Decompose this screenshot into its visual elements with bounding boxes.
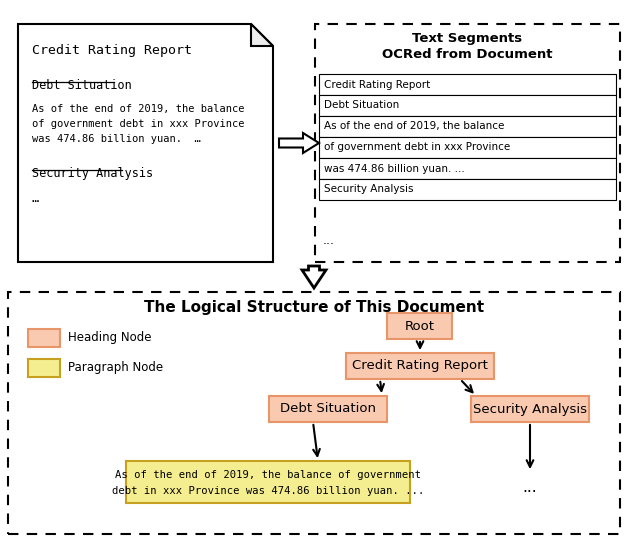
Text: Security Analysis: Security Analysis [32,167,153,180]
Text: Debt Situation: Debt Situation [324,101,399,110]
Text: ...: ... [522,479,538,494]
Bar [28,329,60,347]
Bar [319,137,616,158]
Bar [319,158,616,179]
Bar [346,353,494,379]
Text: As of the end of 2019, the balance of government: As of the end of 2019, the balance of go… [115,470,421,480]
Text: OCRed from Document: OCRed from Document [382,48,553,61]
Bar [315,24,620,262]
Text: Root: Root [405,319,435,332]
Text: of government debt in xxx Province: of government debt in xxx Province [32,119,244,129]
Bar [126,461,410,503]
Bar [319,179,616,200]
Text: Debt Situation: Debt Situation [32,79,132,92]
Bar [319,116,616,137]
Text: Heading Node: Heading Node [68,331,151,344]
Bar [387,313,453,339]
Bar [319,95,616,116]
Text: The Logical Structure of This Document: The Logical Structure of This Document [144,300,484,315]
Bar [8,292,620,534]
Text: of government debt in xxx Province: of government debt in xxx Province [324,143,510,152]
Text: ...: ... [323,234,335,247]
Text: As of the end of 2019, the balance: As of the end of 2019, the balance [324,121,504,132]
Text: Credit Rating Report: Credit Rating Report [352,360,488,373]
Text: was 474.86 billion yuan. ...: was 474.86 billion yuan. ... [324,164,465,174]
Bar [319,74,616,95]
Bar [269,396,387,422]
Text: Security Analysis: Security Analysis [473,403,587,416]
Polygon shape [302,266,326,288]
Text: Text Segments: Text Segments [413,32,522,45]
Bar [28,359,60,377]
Text: Security Analysis: Security Analysis [324,184,413,195]
Text: was 474.86 billion yuan.  …: was 474.86 billion yuan. … [32,134,201,144]
Text: Debt Situation: Debt Situation [280,403,376,416]
Bar [471,396,589,422]
Text: Credit Rating Report: Credit Rating Report [32,44,192,57]
Text: …: … [32,192,39,205]
Polygon shape [251,24,273,46]
Text: Credit Rating Report: Credit Rating Report [324,79,430,90]
Polygon shape [279,133,319,153]
Text: As of the end of 2019, the balance: As of the end of 2019, the balance [32,104,244,114]
Text: debt in xxx Province was 474.86 billion yuan. ...: debt in xxx Province was 474.86 billion … [112,486,424,496]
Polygon shape [18,24,273,262]
Text: Paragraph Node: Paragraph Node [68,362,163,374]
